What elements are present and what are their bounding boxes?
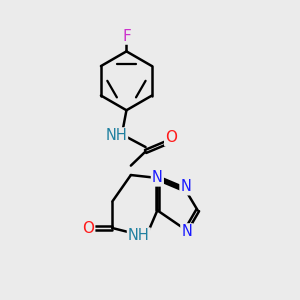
Text: NH: NH: [105, 128, 127, 143]
Text: N: N: [181, 179, 191, 194]
Text: N: N: [182, 224, 192, 239]
Text: O: O: [82, 220, 94, 236]
Text: F: F: [122, 28, 131, 44]
Text: NH: NH: [128, 229, 150, 244]
Text: O: O: [165, 130, 177, 145]
Text: N: N: [152, 170, 163, 185]
